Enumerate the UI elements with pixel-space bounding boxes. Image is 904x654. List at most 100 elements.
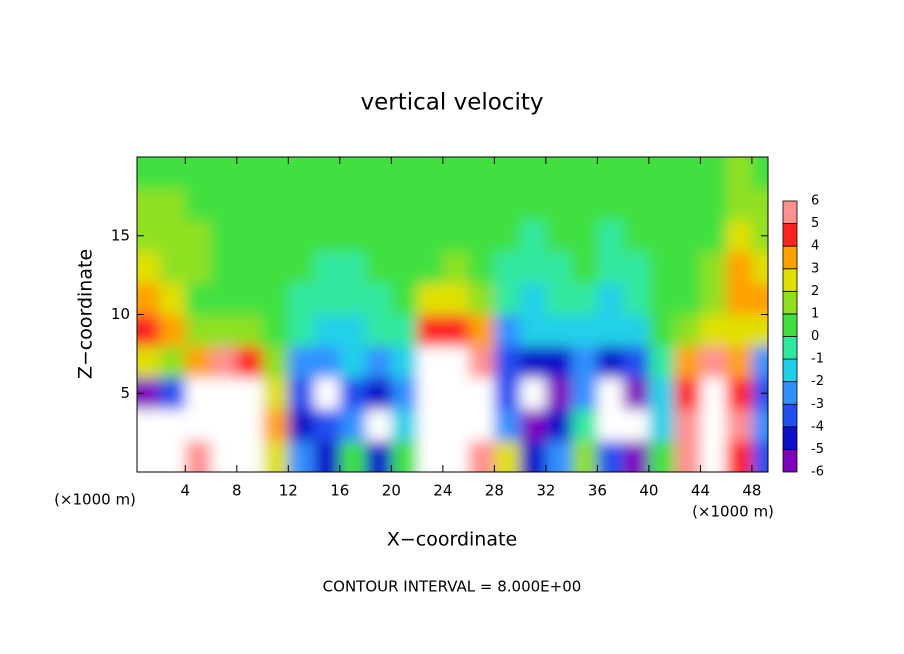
- cell: [339, 314, 367, 347]
- cell: [597, 440, 624, 472]
- cell: [391, 314, 418, 347]
- colorbar-label: -1: [811, 352, 824, 367]
- cell: [597, 314, 624, 347]
- cell: [314, 440, 341, 472]
- cell: [417, 283, 444, 315]
- cell: [623, 188, 650, 221]
- cell: [520, 251, 547, 284]
- cell: [185, 314, 212, 347]
- cell: [365, 440, 392, 472]
- cell: [520, 409, 547, 441]
- cell: [545, 409, 573, 441]
- cell: [159, 283, 186, 315]
- cell: [417, 409, 444, 441]
- cell: [137, 440, 161, 472]
- colorbar-box: [782, 223, 798, 247]
- y-tick-label: 5: [120, 384, 130, 402]
- cell: [751, 377, 768, 410]
- cell: [700, 346, 727, 378]
- cell: [751, 188, 768, 221]
- cell: [623, 314, 650, 347]
- cell: [700, 220, 727, 252]
- cell: [185, 346, 212, 378]
- cell: [159, 220, 186, 252]
- cell: [494, 283, 521, 315]
- cell: [236, 314, 264, 347]
- cell: [288, 188, 315, 221]
- y-unit: (×1000 m): [54, 491, 136, 509]
- cell: [648, 440, 676, 472]
- cell: [520, 346, 547, 378]
- cell: [137, 220, 161, 252]
- cell: [442, 440, 470, 472]
- cell: [571, 251, 598, 284]
- cell: [726, 346, 753, 378]
- cell: [494, 188, 521, 221]
- cell: [288, 220, 315, 252]
- cell: [185, 440, 212, 472]
- cell: [365, 314, 392, 347]
- cell: [674, 377, 701, 410]
- cell: [211, 283, 238, 315]
- cell: [185, 188, 212, 221]
- cell: [674, 440, 701, 472]
- cell: [417, 157, 444, 189]
- cell: [623, 346, 650, 378]
- cell: [648, 188, 676, 221]
- cell: [137, 251, 161, 284]
- cell: [648, 157, 676, 189]
- cell: [545, 251, 573, 284]
- cell: [159, 346, 186, 378]
- cell: [571, 157, 598, 189]
- cell: [262, 377, 289, 410]
- cell: [288, 377, 315, 410]
- field: [137, 157, 768, 472]
- cell: [571, 409, 598, 441]
- cell: [417, 220, 444, 252]
- x-tick-label: 44: [691, 482, 710, 500]
- cell: [751, 220, 768, 252]
- cell: [314, 157, 341, 189]
- cell: [468, 314, 495, 347]
- chart-title: vertical velocity: [361, 90, 544, 116]
- cell: [211, 157, 238, 189]
- cell: [365, 220, 392, 252]
- cell: [623, 157, 650, 189]
- cell: [262, 346, 289, 378]
- x-tick-label: 36: [588, 482, 607, 500]
- cell: [648, 283, 676, 315]
- x-tick-label: 20: [382, 482, 401, 500]
- cell: [159, 188, 186, 221]
- cell: [314, 283, 341, 315]
- cell: [726, 440, 753, 472]
- cell: [442, 283, 470, 315]
- cell: [339, 283, 367, 315]
- cell: [442, 409, 470, 441]
- cell: [648, 377, 676, 410]
- colorbar-box: [782, 268, 798, 292]
- cell: [442, 314, 470, 347]
- cell: [442, 251, 470, 284]
- colorbar-label: 2: [811, 284, 819, 299]
- cell: [211, 251, 238, 284]
- cell: [236, 220, 264, 252]
- cell: [137, 409, 161, 441]
- cell: [674, 409, 701, 441]
- cell: [545, 314, 573, 347]
- y-tick-label: 10: [111, 305, 130, 323]
- colorbar-label: -2: [811, 374, 824, 389]
- cell: [159, 251, 186, 284]
- cell: [597, 220, 624, 252]
- cell: [236, 377, 264, 410]
- cell: [211, 220, 238, 252]
- colorbar-box: [782, 449, 798, 473]
- cell: [442, 188, 470, 221]
- cell: [417, 314, 444, 347]
- cell: [211, 409, 238, 441]
- colorbar-box: [782, 381, 798, 405]
- colorbar-label: -4: [811, 419, 824, 434]
- colorbar-label: 5: [811, 216, 819, 231]
- cell: [700, 377, 727, 410]
- x-tick-label: 48: [742, 482, 761, 500]
- cell: [494, 440, 521, 472]
